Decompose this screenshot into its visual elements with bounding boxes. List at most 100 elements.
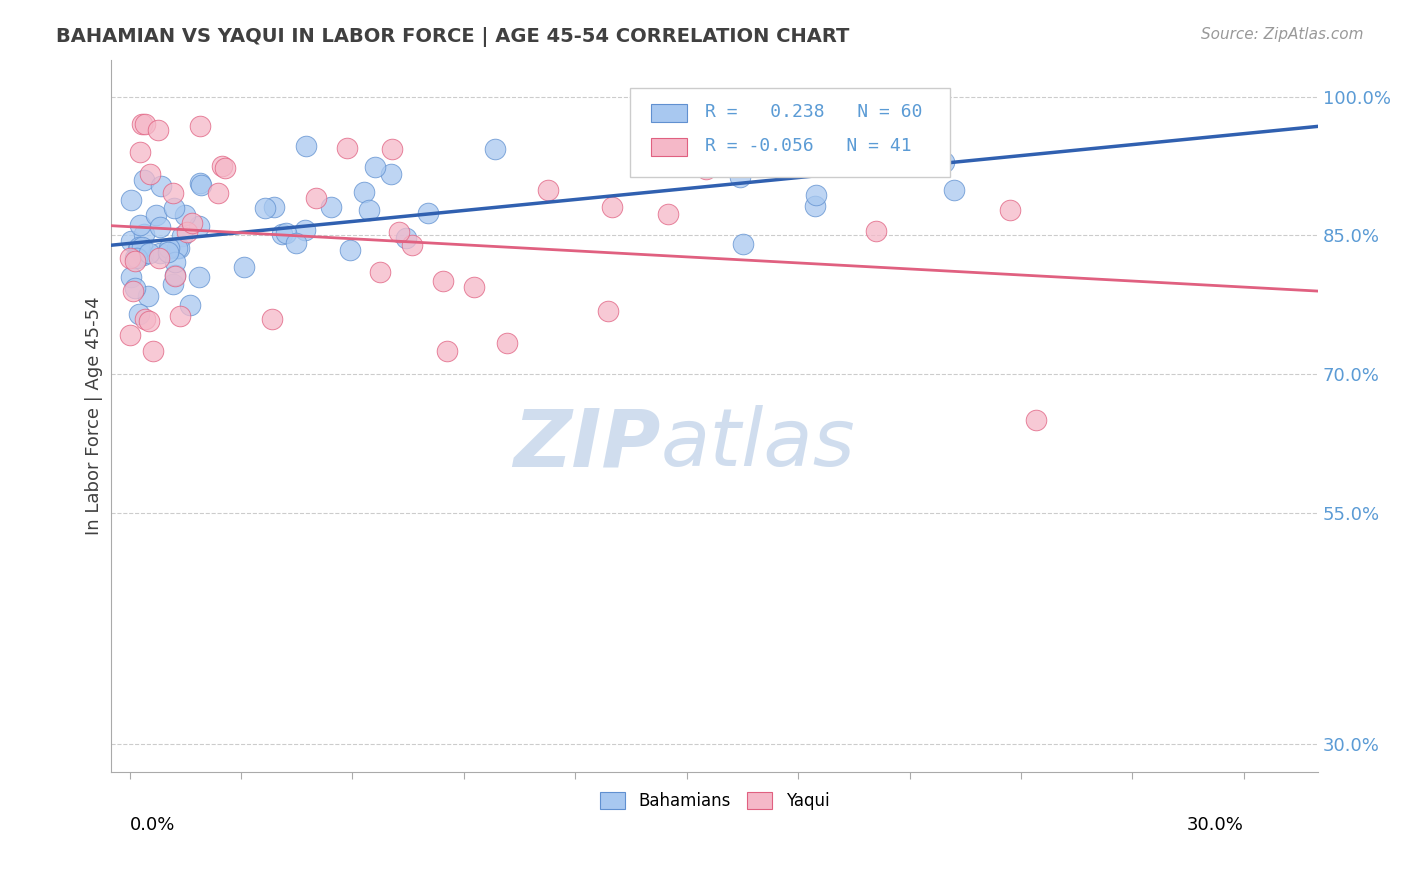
Point [120,270,142,285]
Point [887,153,910,167]
Point [254,201,277,215]
Point [865,224,887,238]
Point [295,138,318,153]
Point [305,190,328,204]
Point [733,237,755,252]
Point [169,309,191,323]
Point [321,200,343,214]
Point [187,219,209,234]
Point [132,248,155,262]
Point [146,122,169,136]
Point [271,227,294,241]
Point [537,184,560,198]
Point [657,207,679,221]
Point [165,268,187,282]
Point [339,244,361,258]
Point [804,199,827,213]
Point [336,141,359,155]
Point [806,188,828,202]
Point [134,311,156,326]
Point [149,179,172,194]
Text: 30.0%: 30.0% [1187,816,1244,834]
Point [188,176,211,190]
Point [695,161,717,176]
FancyBboxPatch shape [630,88,950,178]
Point [380,167,402,181]
Point [163,268,186,283]
Point [138,246,160,260]
Text: R =   0.238   N = 60: R = 0.238 N = 60 [704,103,922,120]
Point [188,119,211,133]
Point [463,280,485,294]
Point [120,328,142,343]
Point [187,270,209,285]
Point [148,219,170,234]
Point [942,183,965,197]
Point [124,251,146,265]
Y-axis label: In Labor Force | Age 45-54: In Labor Force | Age 45-54 [86,296,103,535]
Point [121,285,143,299]
Point [131,117,153,131]
Point [148,251,170,265]
Point [211,159,233,173]
Point [179,298,201,312]
Point [395,231,418,245]
Text: BAHAMIAN VS YAQUI IN LABOR FORCE | AGE 45-54 CORRELATION CHART: BAHAMIAN VS YAQUI IN LABOR FORCE | AGE 4… [56,27,849,46]
Point [432,274,454,288]
Point [134,173,156,187]
Point [368,265,391,279]
Point [162,186,184,201]
Point [263,200,285,214]
Point [167,241,190,255]
Point [496,336,519,351]
Point [214,161,236,175]
Text: 0.0%: 0.0% [129,816,174,834]
Point [401,238,423,252]
Point [120,194,142,208]
Point [381,142,404,156]
Point [120,251,142,265]
Point [260,311,283,326]
Point [127,242,149,256]
Point [190,178,212,193]
Point [131,240,153,254]
Point [136,289,159,303]
Point [132,227,155,241]
Point [128,240,150,254]
Point [120,234,142,248]
Point [294,223,316,237]
Point [207,186,229,201]
FancyBboxPatch shape [651,104,686,122]
Point [730,169,752,184]
Point [157,245,180,260]
FancyBboxPatch shape [651,138,686,156]
Point [276,226,298,240]
Point [724,132,747,146]
Point [124,254,146,268]
Point [364,160,387,174]
Point [600,200,623,214]
Point [353,185,375,199]
Point [139,168,162,182]
Point [388,225,411,239]
Text: atlas: atlas [661,405,855,483]
Point [932,155,955,169]
Point [163,255,186,269]
Point [138,314,160,328]
Point [128,307,150,321]
Point [233,260,256,274]
Point [170,229,193,244]
Point [162,277,184,292]
Text: ZIP: ZIP [513,405,661,483]
Point [284,235,307,250]
Point [145,208,167,222]
Point [157,241,180,255]
Point [163,201,186,215]
Point [357,202,380,217]
Point [436,344,458,359]
Point [124,281,146,295]
Legend: Bahamians, Yaqui: Bahamians, Yaqui [593,785,837,817]
Point [125,251,148,265]
Point [174,209,197,223]
Text: Source: ZipAtlas.com: Source: ZipAtlas.com [1201,27,1364,42]
